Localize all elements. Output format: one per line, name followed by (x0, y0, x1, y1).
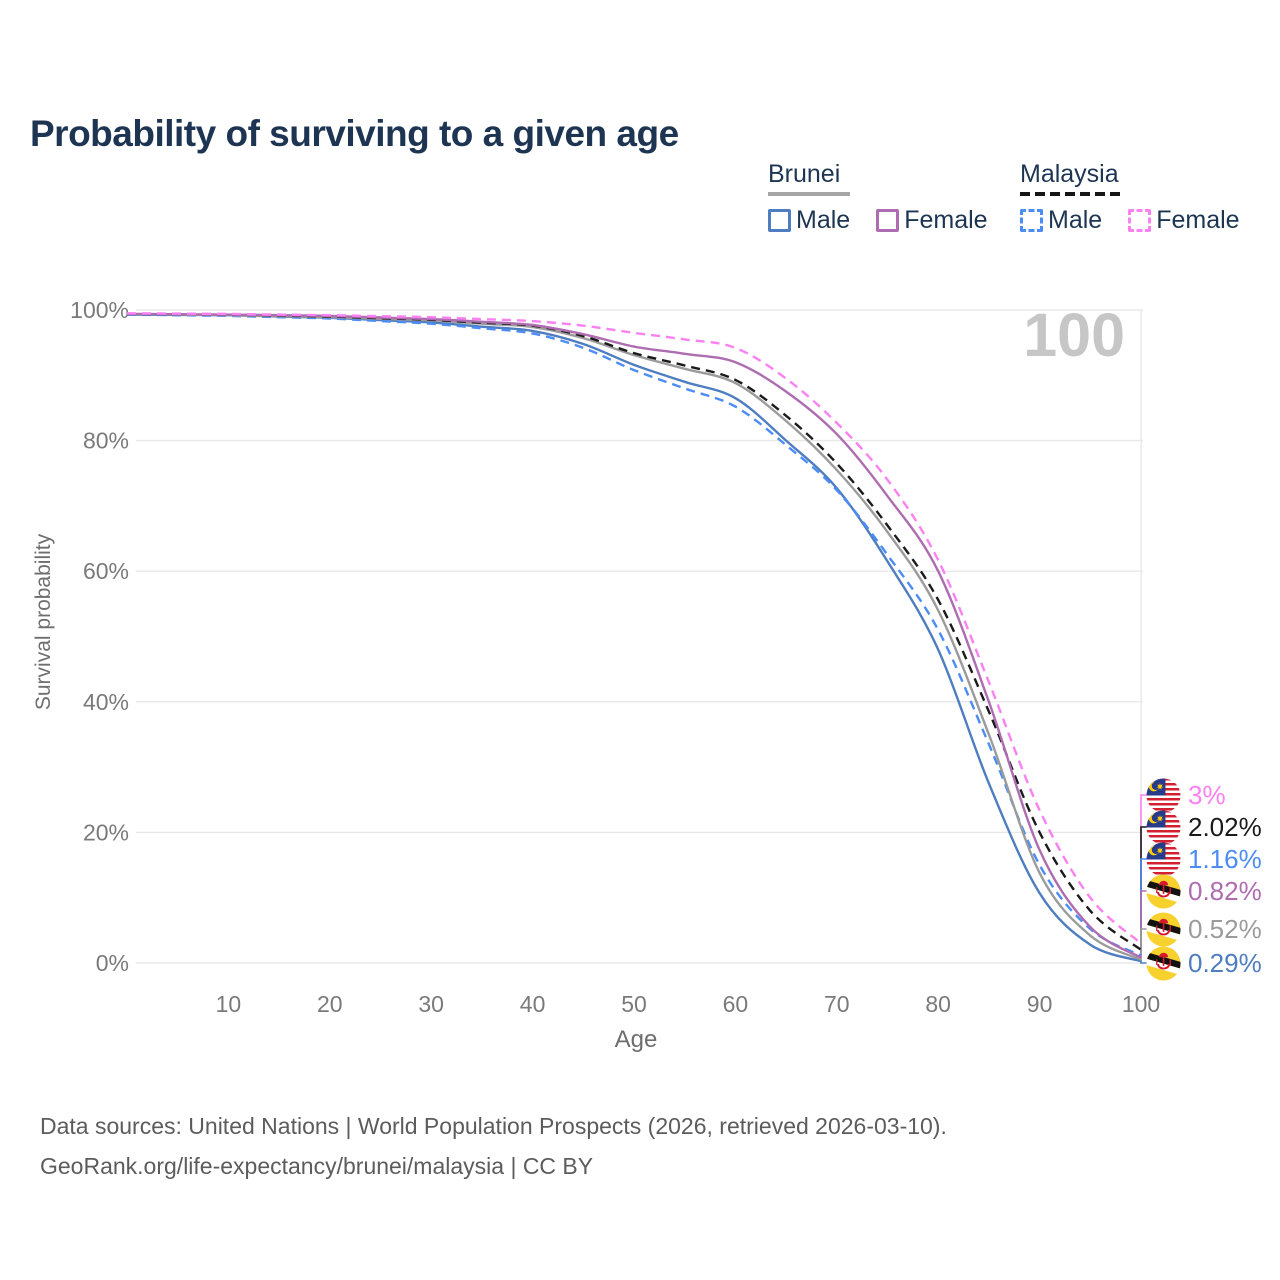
brunei-female-curve (126, 312, 1142, 959)
malaysia-female-label: Female (1156, 206, 1240, 234)
y-axis-title: Survival probability (32, 533, 55, 711)
end-label-row: 3% (1146, 777, 1226, 813)
age-watermark: 100 (1023, 301, 1125, 369)
y-tick-label: 100% (70, 297, 129, 323)
malaysia-female-curve (126, 312, 1142, 945)
malaysia-male-label: Male (1048, 206, 1103, 234)
y-tick-label: 0% (96, 950, 129, 976)
end-label-value: 3% (1188, 779, 1226, 810)
end-label-row: 0.29% (1146, 945, 1262, 981)
x-tick-label: 70 (824, 991, 850, 1017)
y-tick-label: 80% (83, 428, 129, 454)
x-tick-label: 30 (418, 991, 444, 1017)
y-tick-label: 40% (83, 689, 129, 715)
page-title: Probability of surviving to a given age (30, 112, 679, 154)
brunei-both-curve (126, 312, 1142, 961)
end-label-row: 2.02% (1146, 809, 1262, 845)
x-tick-label: 80 (925, 991, 951, 1017)
legend-header-malaysia: Malaysia (1020, 160, 1119, 188)
x-tick-label: 20 (317, 991, 343, 1017)
end-label-value: 2.02% (1188, 811, 1262, 842)
legend-header-brunei: Brunei (768, 160, 841, 188)
brunei-flag-icon (1146, 945, 1181, 981)
gridlines: 0% 20% 40% 60% 80% 100% 10 20 30 40 50 60 70 80 90 100 (70, 297, 1160, 1017)
brunei-flag-icon (1146, 873, 1181, 909)
malaysia-both-curve (126, 312, 1142, 951)
legend-group-brunei: Brunei Male Female (768, 160, 988, 235)
malaysia-flag-icon (1146, 809, 1181, 845)
end-label-value: 0.29% (1188, 947, 1262, 978)
malaysia-flag-icon (1146, 777, 1181, 813)
y-tick-label: 60% (83, 558, 129, 584)
brunei-total-line-swatch (768, 192, 850, 196)
legend-group-malaysia: Malaysia Male Female (1020, 160, 1240, 235)
end-label-row: 0.82% (1146, 873, 1262, 909)
malaysia-female-swatch (1128, 209, 1152, 232)
x-tick-label: 60 (723, 991, 749, 1017)
malaysia-male-curve (126, 313, 1142, 957)
end-label-row: 1.16% (1146, 841, 1262, 877)
brunei-female-swatch (876, 209, 900, 232)
brunei-flag-icon (1146, 911, 1181, 947)
x-tick-label: 10 (216, 991, 242, 1017)
malaysia-male-swatch (1020, 209, 1043, 232)
x-tick-label: 40 (520, 991, 546, 1017)
x-tick-label: 50 (621, 991, 647, 1017)
footer: Data sources: United Nations | World Pop… (40, 1106, 947, 1186)
brunei-male-curve (126, 313, 1142, 963)
data-sources-line: Data sources: United Nations | World Pop… (40, 1113, 947, 1139)
x-axis-title: Age (614, 1026, 658, 1053)
end-label-row: 0.52% (1146, 911, 1262, 947)
attribution-line: GeoRank.org/life-expectancy/brunei/malay… (40, 1153, 594, 1179)
y-tick-label: 20% (83, 819, 129, 845)
end-label-value: 1.16% (1188, 843, 1262, 874)
brunei-male-label: Male (796, 206, 851, 234)
brunei-male-swatch (768, 209, 791, 232)
end-label-value: 0.52% (1188, 913, 1262, 944)
malaysia-flag-icon (1146, 841, 1181, 877)
brunei-female-label: Female (904, 206, 988, 234)
x-tick-label: 90 (1027, 991, 1053, 1017)
malaysia-total-line-swatch (1020, 192, 1124, 196)
x-tick-label: 100 (1122, 991, 1160, 1017)
end-label-value: 0.82% (1188, 875, 1262, 906)
